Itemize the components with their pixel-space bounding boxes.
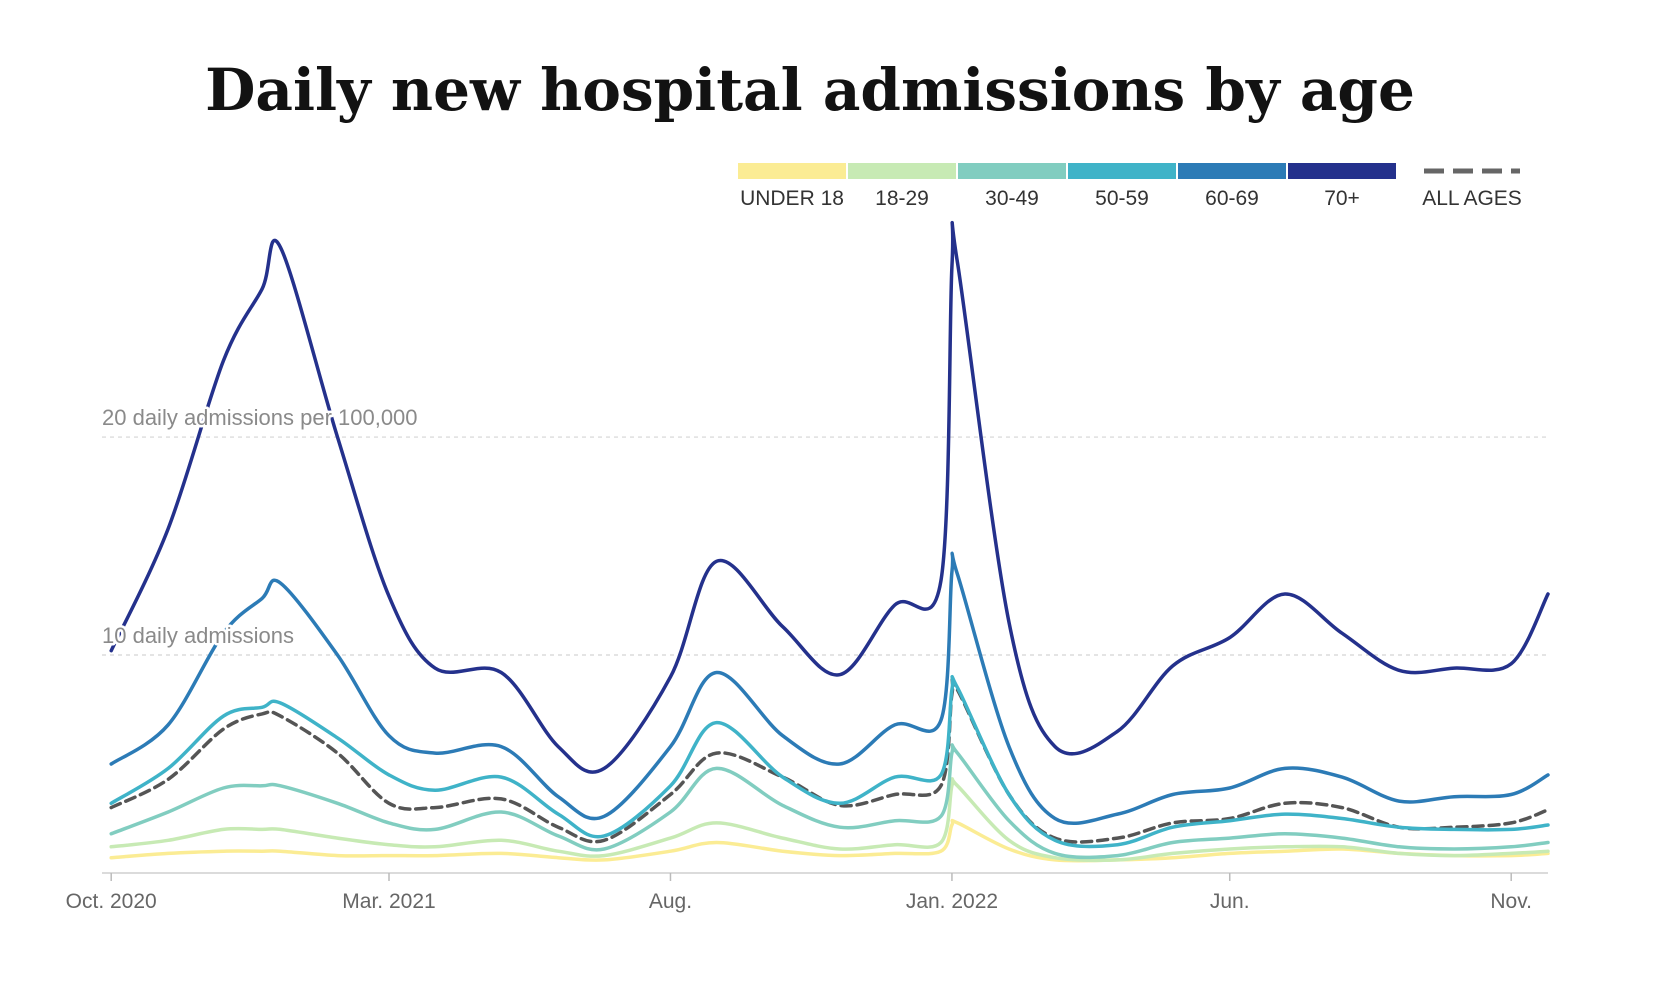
gridlines [102, 436, 1548, 656]
legend-item: 30-49 [958, 163, 1066, 210]
series-line-60-69 [109, 551, 1550, 826]
series-line-under-18 [109, 818, 1550, 863]
x-axis: Oct. 2020 Mar. 2021 Aug. Jan. 2022 Jun. Nov. [66, 872, 1548, 913]
legend-swatch [1068, 163, 1176, 179]
series-line-30-49 [109, 743, 1550, 860]
legend-label: 60-69 [1205, 187, 1259, 210]
series-line-all-ages [109, 677, 1550, 844]
legend: UNDER 18 18-29 30-49 50-59 60-69 70+ ALL AGES [738, 163, 1522, 210]
series-line-50-59 [109, 675, 1550, 849]
gridline-label: 20 daily admissions per 100,000 [102, 405, 418, 430]
chart-title: Daily new hospital admissions by age [205, 56, 1415, 124]
legend-item: 50-59 [1068, 163, 1176, 210]
legend-item: 18-29 [848, 163, 956, 210]
x-tick-label: Mar. 2021 [342, 890, 435, 913]
legend-label: 70+ [1324, 187, 1360, 210]
gridline-labels: 10 daily admissions 20 daily admissions p… [100, 403, 421, 651]
x-tick-label: Oct. 2020 [66, 890, 157, 913]
series-line-18-29 [109, 777, 1550, 863]
x-tick-label: Jan. 2022 [906, 890, 998, 913]
legend-label: 18-29 [875, 187, 929, 210]
legend-item: 70+ [1288, 163, 1396, 210]
legend-item: 60-69 [1178, 163, 1286, 210]
x-tick-label: Aug. [649, 890, 692, 913]
gridline-label: 10 daily admissions [102, 623, 294, 648]
legend-label: ALL AGES [1422, 187, 1522, 210]
legend-swatch [1288, 163, 1396, 179]
legend-item: ALL AGES [1422, 168, 1522, 210]
legend-swatch [848, 163, 956, 179]
x-tick-label: Jun. [1210, 890, 1250, 913]
series-line-70- [109, 221, 1550, 774]
x-tick-label: Nov. [1490, 890, 1532, 913]
legend-swatch [958, 163, 1066, 179]
legend-swatch [738, 163, 846, 179]
legend-item: UNDER 18 [738, 163, 846, 210]
legend-label: 30-49 [985, 187, 1039, 210]
legend-label: 50-59 [1095, 187, 1149, 210]
legend-swatch [1178, 163, 1286, 179]
legend-label: UNDER 18 [740, 187, 844, 210]
series-lines [109, 221, 1550, 863]
